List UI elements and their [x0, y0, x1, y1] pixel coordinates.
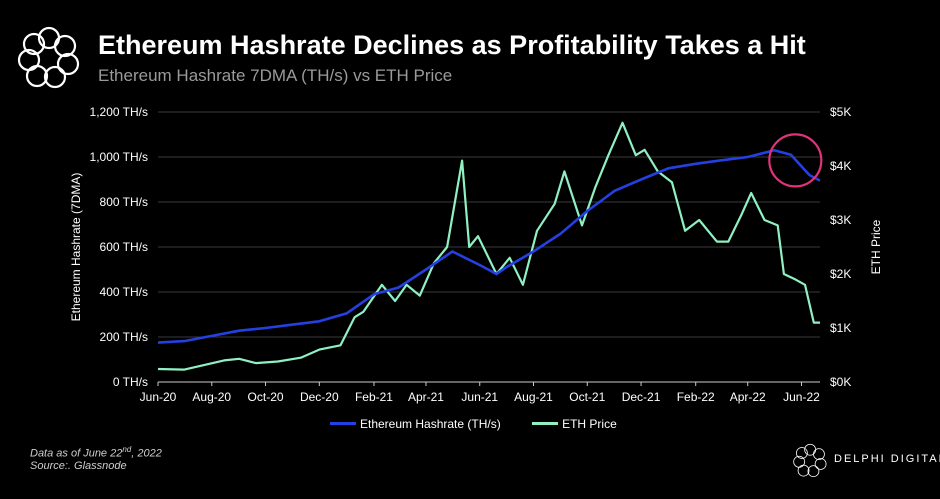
x-tick-label: Jun-21: [461, 390, 498, 404]
brand-name: DELPHI DIGITAL: [834, 453, 940, 465]
x-tick-label: Oct-20: [248, 390, 284, 404]
legend-item-hashrate: Ethereum Hashrate (TH/s): [330, 417, 501, 431]
legend-label-price: ETH Price: [562, 416, 617, 431]
y-axis-ticks: 0 TH/s 200 TH/s 400 TH/s 600 TH/s 800 TH/s 1,…: [90, 105, 148, 389]
legend-swatch-price: [532, 422, 559, 425]
y2-tick-label: $3K: [830, 213, 851, 227]
page-title: Ethereum Hashrate Declines as Profitabil…: [98, 30, 806, 60]
x-tick-label: Feb-21: [355, 390, 393, 404]
y2-tick-label: $2K: [830, 267, 851, 281]
x-tick-label: Oct-21: [569, 390, 605, 404]
y2-tick-label: $0K: [830, 375, 851, 389]
y-tick-label: 0 TH/s: [113, 375, 148, 389]
page-subtitle: Ethereum Hashrate 7DMA (TH/s) vs ETH Pri…: [98, 66, 453, 85]
x-tick-label: Apr-22: [730, 390, 766, 404]
y2-tick-label: $5K: [830, 105, 851, 119]
grid: [158, 111, 820, 338]
x-axis-ticks: Jun-20 Aug-20 Oct-20 Dec-20 Feb-21 Apr-21 Jun-…: [140, 382, 820, 404]
legend: Ethereum Hashrate (TH/s) ETH Price: [330, 414, 645, 431]
y-tick-label: 1,000 TH/s: [90, 150, 148, 164]
legend-item-price: ETH Price: [532, 417, 617, 431]
y2-tick-label: $4K: [830, 159, 851, 173]
legend-label-hashrate: Ethereum Hashrate (TH/s): [360, 416, 501, 431]
annotation-layer: [768, 133, 823, 188]
y2-axis-ticks: $0K $1K $2K $3K $4K $5K: [830, 105, 851, 389]
x-tick-label: Aug-20: [192, 390, 231, 404]
x-tick-label: Apr-21: [408, 390, 444, 404]
data-date-note: Data as of June 22nd, 2022: [30, 445, 162, 460]
series-layer: [157, 121, 821, 371]
x-tick-label: Jun-22: [783, 390, 820, 404]
x-tick-label: Jun-20: [140, 390, 177, 404]
y-axis-label: Ethereum Hashrate (7DMA): [69, 173, 83, 322]
y-tick-label: 1,200 TH/s: [90, 105, 148, 119]
legend-swatch-hashrate: [330, 422, 356, 425]
y2-tick-label: $1K: [830, 321, 851, 335]
y-tick-label: 600 TH/s: [100, 240, 148, 254]
y-tick-label: 400 TH/s: [100, 285, 148, 299]
x-tick-label: Dec-21: [622, 390, 661, 404]
y-tick-label: 200 TH/s: [100, 330, 148, 344]
source-note: Source:. Glassnode: [30, 460, 127, 472]
x-tick-label: Dec-20: [300, 390, 339, 404]
series-line-hashrate: [157, 149, 821, 344]
y2-axis-label: ETH Price: [869, 219, 883, 274]
series-line-eth-price: [157, 121, 820, 371]
delphi-logo: [17, 26, 80, 89]
y-tick-label: 800 TH/s: [100, 195, 148, 209]
x-tick-label: Aug-21: [514, 390, 553, 404]
brand-logo: [793, 443, 827, 478]
highlight-circle: [768, 133, 823, 188]
x-tick-label: Feb-22: [677, 390, 715, 404]
